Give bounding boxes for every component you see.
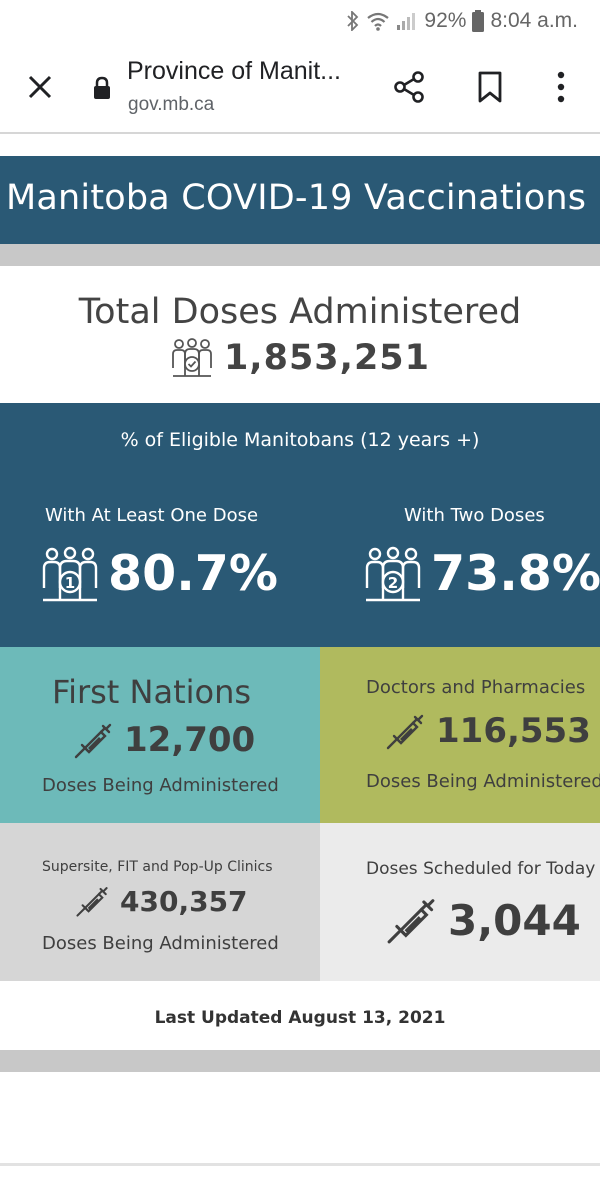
page-url[interactable]: gov.mb.ca <box>128 94 215 115</box>
scheduled-title: Doses Scheduled for Today <box>366 859 596 879</box>
battery-percent: 92% <box>424 9 467 32</box>
divider-line <box>0 1163 600 1166</box>
eligible-title: % of Eligible Manitobans (12 years +) <box>120 429 480 451</box>
page-title[interactable]: Province of Manit... <box>127 57 341 85</box>
two-doses-value: 73.8% <box>431 545 600 602</box>
eligible-panel: % of Eligible Manitobans (12 years +) Wi… <box>0 403 600 647</box>
status-bar: 92% 8:04 a.m. <box>0 0 600 42</box>
signal-icon <box>397 13 416 30</box>
first-nations-tile: First Nations 12,700 Doses Being Adminis… <box>0 647 320 823</box>
wifi-icon <box>367 12 390 31</box>
first-nations-value: 12,700 <box>124 720 256 760</box>
two-doses-stat: 2 73.8% <box>363 545 600 602</box>
banner-title: Manitoba COVID-19 Vaccinations <box>6 178 587 218</box>
divider-strip <box>0 244 600 266</box>
syringe-icon <box>76 887 108 917</box>
syringe-icon <box>386 714 424 750</box>
bookmark-icon[interactable] <box>470 67 510 107</box>
bluetooth-icon <box>347 11 359 31</box>
first-nations-title: First Nations <box>52 673 252 711</box>
doctors-title: Doctors and Pharmacies <box>366 677 586 698</box>
doctors-value: 116,553 <box>436 711 591 751</box>
supersite-sub: Doses Being Administered <box>42 933 279 954</box>
dashboard-banner: Manitoba COVID-19 Vaccinations <box>0 156 600 244</box>
total-doses-label: Total Doses Administered <box>78 292 522 332</box>
group-people-one-icon: 1 <box>42 546 98 601</box>
supersite-stat: 430,357 <box>74 883 248 919</box>
two-doses-label: With Two Doses <box>404 505 545 526</box>
doctors-sub: Doses Being Administered <box>366 771 600 792</box>
supersite-value: 430,357 <box>120 884 248 918</box>
battery-icon <box>472 10 485 32</box>
divider-strip <box>0 1050 600 1072</box>
one-dose-stat: 1 80.7% <box>40 545 278 602</box>
supersite-tile: Supersite, FIT and Pop-Up Clinics 430,35… <box>0 823 320 981</box>
doctors-stat: 116,553 <box>384 710 591 752</box>
total-doses-row: 1,853,251 <box>0 338 600 378</box>
group-people-two-icon: 2 <box>365 546 421 601</box>
lock-icon <box>94 76 110 99</box>
one-dose-label: With At Least One Dose <box>45 505 259 526</box>
last-updated: Last Updated August 13, 2021 <box>154 1008 446 1028</box>
svg-text:1: 1 <box>65 574 75 592</box>
first-nations-stat: 12,700 <box>72 719 255 761</box>
clock: 8:04 a.m. <box>490 9 578 32</box>
scheduled-today-tile: Doses Scheduled for Today 3,044 <box>320 823 600 981</box>
group-people-icon <box>172 338 212 377</box>
syringe-icon <box>74 723 112 759</box>
close-icon[interactable] <box>20 67 60 107</box>
scheduled-stat: 3,044 <box>384 893 581 947</box>
first-nations-sub: Doses Being Administered <box>42 775 279 796</box>
scheduled-value: 3,044 <box>448 895 581 945</box>
one-dose-value: 80.7% <box>108 545 278 602</box>
doctors-pharmacies-tile: Doctors and Pharmacies 116,553 Doses Bei… <box>320 647 600 823</box>
svg-text:2: 2 <box>388 574 398 592</box>
total-doses-value: 1,853,251 <box>223 338 431 378</box>
browser-toolbar: Province of Manit... gov.mb.ca <box>0 42 600 134</box>
supersite-title: Supersite, FIT and Pop-Up Clinics <box>42 859 273 875</box>
share-icon[interactable] <box>390 67 430 107</box>
more-options-icon[interactable] <box>546 67 576 107</box>
syringe-icon <box>387 899 435 944</box>
